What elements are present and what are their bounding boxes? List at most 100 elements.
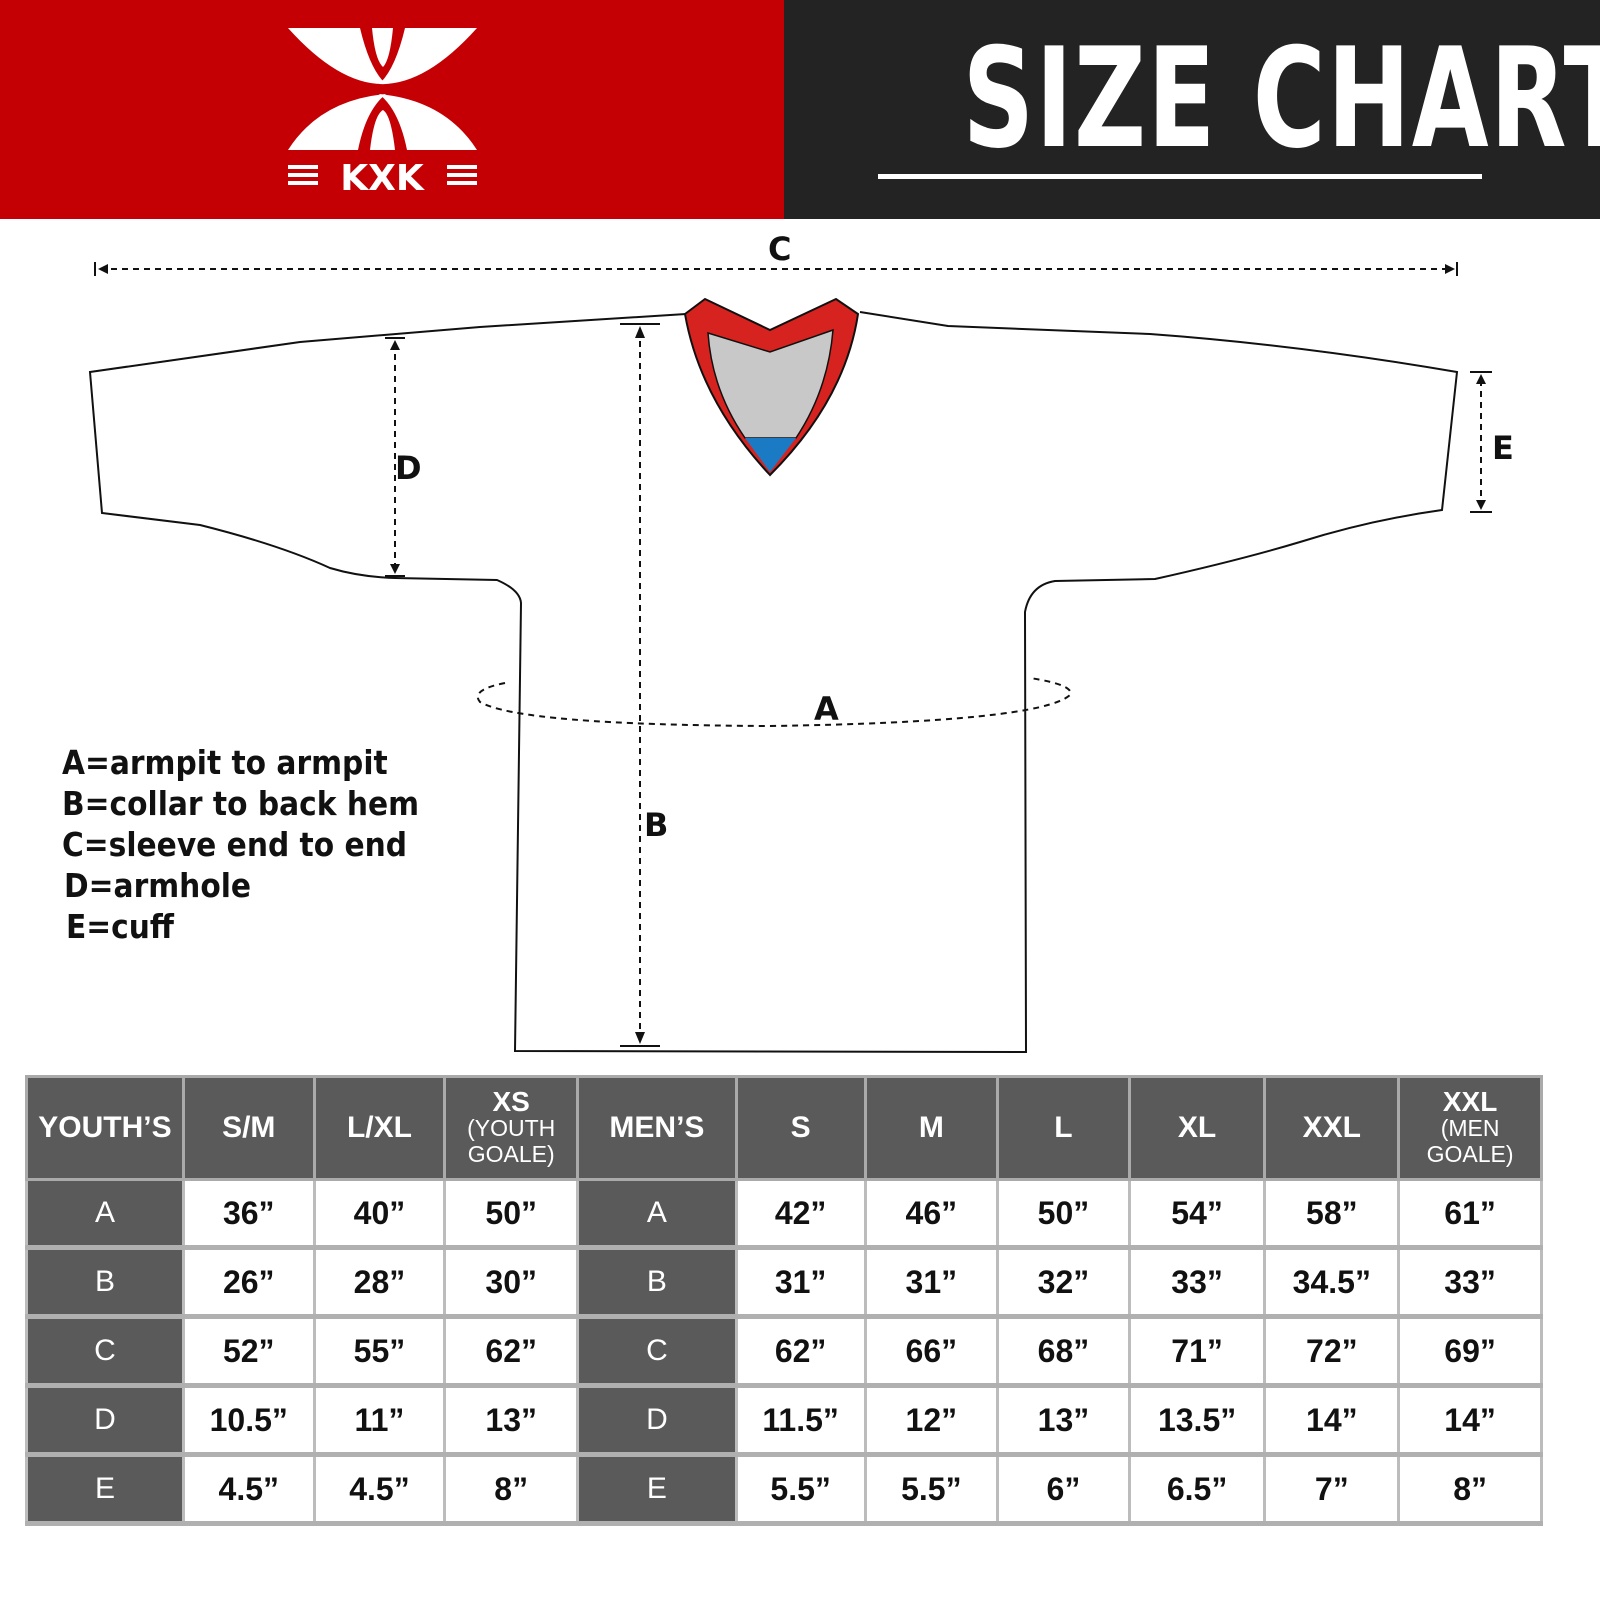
- table-cell: 11.5”: [734, 1384, 867, 1457]
- column-header: S: [734, 1075, 867, 1181]
- table-cell: 14”: [1397, 1384, 1543, 1457]
- table-row: D 10.5” 11” 13” D 11.5” 12” 13” 13.5” 14” 14”: [25, 1384, 1543, 1457]
- table-cell: 30”: [443, 1246, 580, 1319]
- title-underline: [878, 174, 1482, 179]
- table-cell: 66”: [863, 1315, 1000, 1388]
- table-cell: 14”: [1263, 1384, 1401, 1457]
- column-header: M: [863, 1075, 1000, 1181]
- column-header: S/M: [181, 1075, 316, 1181]
- table-cell: 26”: [181, 1246, 316, 1319]
- table-cell: 13”: [996, 1384, 1131, 1457]
- label-b: B: [644, 806, 669, 844]
- table-cell: 54”: [1127, 1178, 1267, 1250]
- column-header: XXL: [1263, 1075, 1401, 1181]
- table-cell: 62”: [443, 1315, 580, 1388]
- size-table: YOUTH’S S/M L/XL XS (YOUTH GOALE) MEN’S S M L XL X…: [25, 1075, 1543, 1526]
- column-header-label: S: [790, 1111, 811, 1144]
- table-row: C 52” 55” 62” C 62” 66” 68” 71” 72” 69”: [25, 1315, 1543, 1388]
- table-cell: 33”: [1127, 1246, 1267, 1319]
- table-cell: 33”: [1397, 1246, 1543, 1319]
- row-header: B: [25, 1246, 185, 1319]
- header-title-panel: [784, 0, 1600, 219]
- table-header-row: YOUTH’S S/M L/XL XS (YOUTH GOALE) MEN’S S M L XL X…: [25, 1075, 1543, 1181]
- table-cell: 69”: [1397, 1315, 1543, 1388]
- label-c: C: [768, 230, 792, 268]
- row-header: C: [576, 1315, 738, 1388]
- collar-tag: [745, 438, 796, 472]
- table-cell: 46”: [863, 1178, 1000, 1250]
- table-cell: 8”: [443, 1453, 580, 1526]
- column-header: YOUTH’S: [25, 1075, 185, 1181]
- table-cell: 4.5”: [181, 1453, 316, 1526]
- row-header: D: [25, 1384, 185, 1457]
- table-cell: 6.5”: [1127, 1453, 1267, 1526]
- column-header-label: M: [918, 1111, 944, 1144]
- column-header-label: MEN’S: [609, 1111, 705, 1144]
- legend-item: C=sleeve end to end: [62, 825, 408, 864]
- column-header: MEN’S: [576, 1075, 738, 1181]
- table-cell: 55”: [312, 1315, 447, 1388]
- column-header-sublabel: (YOUTH GOALE): [467, 1115, 556, 1167]
- column-header-label: XXL: [1302, 1111, 1361, 1144]
- legend-item: A=armpit to armpit: [62, 743, 388, 782]
- table-cell: 31”: [734, 1246, 867, 1319]
- row-header: A: [576, 1178, 738, 1250]
- column-header: XXL (MEN GOALE): [1397, 1075, 1543, 1181]
- table-cell: 32”: [996, 1246, 1131, 1319]
- table-cell: 5.5”: [734, 1453, 867, 1526]
- column-header-label: L/XL: [346, 1111, 412, 1144]
- column-header-label: L: [1054, 1111, 1073, 1144]
- table-cell: 7”: [1263, 1453, 1401, 1526]
- jersey-diagram: [88, 262, 1492, 1054]
- table-cell: 62”: [734, 1315, 867, 1388]
- table-cell: 5.5”: [863, 1453, 1000, 1526]
- table-row: A 36” 40” 50” A 42” 46” 50” 54” 58” 61”: [25, 1178, 1543, 1250]
- table-cell: 50”: [443, 1178, 580, 1250]
- table-cell: 8”: [1397, 1453, 1543, 1526]
- table-cell: 36”: [181, 1178, 316, 1250]
- legend-item: E=cuff: [66, 907, 174, 946]
- table-cell: 28”: [312, 1246, 447, 1319]
- table-cell: 71”: [1127, 1315, 1267, 1388]
- label-e: E: [1492, 429, 1514, 467]
- table-cell: 72”: [1263, 1315, 1401, 1388]
- table-cell: 42”: [734, 1178, 867, 1250]
- column-header: L: [996, 1075, 1131, 1181]
- table-cell: 4.5”: [312, 1453, 447, 1526]
- jersey-outline: [88, 311, 1459, 1054]
- page-title: SIZE CHART: [962, 18, 1600, 179]
- table-cell: 13.5”: [1127, 1384, 1267, 1457]
- table-cell: 52”: [181, 1315, 316, 1388]
- table-cell: 61”: [1397, 1178, 1543, 1250]
- table-cell: 6”: [996, 1453, 1131, 1526]
- legend-item: D=armhole: [64, 866, 252, 905]
- table-cell: 10.5”: [181, 1384, 316, 1457]
- table-cell: 13”: [443, 1384, 580, 1457]
- svg-text:KXK: KXK: [340, 158, 425, 199]
- column-header-label: XS: [492, 1086, 530, 1117]
- table-row: E 4.5” 4.5” 8” E 5.5” 5.5” 6” 6.5” 7” 8”: [25, 1453, 1543, 1526]
- table-cell: 40”: [312, 1178, 447, 1250]
- label-d: D: [395, 449, 422, 487]
- table-row: B 26” 28” 30” B 31” 31” 32” 33” 34.5” 33”: [25, 1246, 1543, 1319]
- row-header: B: [576, 1246, 738, 1319]
- column-header-label: XXL: [1442, 1086, 1498, 1117]
- measure-a-ellipse: [476, 677, 1072, 728]
- label-a: A: [814, 690, 839, 728]
- header-brand-panel: KXK: [0, 0, 784, 219]
- table-cell: 34.5”: [1263, 1246, 1401, 1319]
- table-cell: 12”: [863, 1384, 1000, 1457]
- column-header: XS (YOUTH GOALE): [443, 1075, 580, 1181]
- row-header: E: [25, 1453, 185, 1526]
- table-cell: 31”: [863, 1246, 1000, 1319]
- row-header: E: [576, 1453, 738, 1526]
- table-cell: 11”: [312, 1384, 447, 1457]
- column-header-label: XL: [1177, 1111, 1217, 1144]
- column-header: L/XL: [312, 1075, 447, 1181]
- row-header: A: [25, 1178, 185, 1250]
- legend-item: B=collar to back hem: [62, 784, 420, 823]
- column-header: XL: [1127, 1075, 1267, 1181]
- kxk-logo: KXK: [288, 28, 477, 199]
- row-header: D: [576, 1384, 738, 1457]
- table-cell: 58”: [1263, 1178, 1401, 1250]
